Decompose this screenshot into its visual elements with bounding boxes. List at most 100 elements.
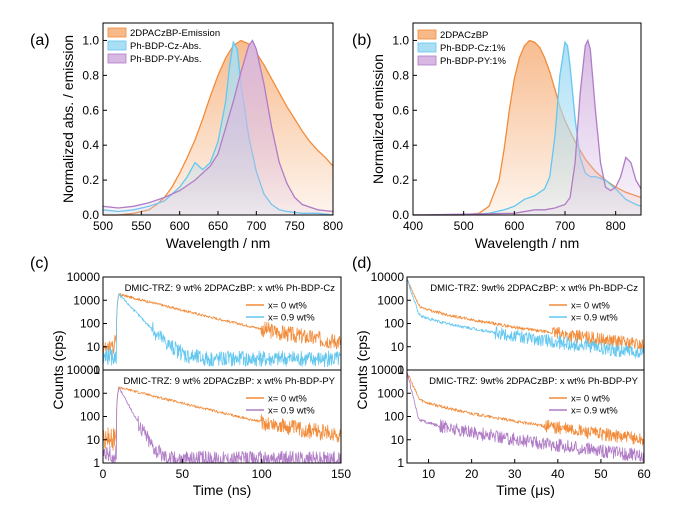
subplot-annotation: DMIC-TRZ: 9wt% 2DPACzBP: x wt% Ph-BDP-Cz [430,283,638,294]
panel-label: (a) [30,32,50,49]
series-area-Ph-BDP-PY:1% [413,40,641,215]
x-tick-label: 800 [323,219,343,233]
x-tick-label: 60 [637,467,651,481]
x-tick-label: 10 [422,467,436,481]
y-tick-label: 10000 [371,363,405,377]
y-tick-label: 0.0 [82,208,99,222]
y-tick-label: 1000 [73,293,100,307]
legend-label: x= 0.9 wt% [268,313,315,324]
decay-trace-x= 0.9 wt% [406,371,645,463]
panel-label: (d) [352,255,372,272]
x-tick-label: 700 [246,219,266,233]
y-tick-label: 0.6 [392,103,409,117]
y-axis-label: Counts (cps) [354,330,370,409]
x-tick-label: 40 [551,467,565,481]
y-tick-label: 0.4 [392,138,409,152]
legend-label: x= 0 wt% [268,301,307,312]
legend-label: x= 0 wt% [268,394,307,405]
panel-d: 1 10 100 1000 10000 DMIC-TRZ: 9wt% 2DPACzBP: … [352,255,651,498]
legend-swatch-Ph-BDP-Cz-Abs. [107,40,127,51]
x-axis-label: Wavelength / nm [475,235,580,251]
y-tick-label: 0.8 [82,68,99,82]
y-tick-label: 0.0 [392,208,409,222]
legend-label: x= 0.9 wt% [268,406,315,417]
legend-label: Ph-BDP-Cz:1% [440,43,506,54]
x-tick-label: 500 [454,219,474,233]
subplot-annotation: DMIC-TRZ: 9 wt% 2DPACzBP: x wt% Ph-BDP-P… [124,376,336,387]
x-tick-label: 150 [331,467,351,481]
x-tick-label: 400 [403,219,423,233]
plot-frame [412,22,642,216]
legend-label: x= 0.9 wt% [571,313,618,324]
y-tick-label: 10000 [67,363,101,377]
y-tick-label: 10 [87,433,101,447]
x-tick-label: 650 [208,219,228,233]
y-axis-label: Normalized emission [370,54,386,184]
x-axis-label: Time (ns) [193,482,252,498]
x-tick-label: 20 [465,467,479,481]
panel-a: 500 550 600 650 700 750 800 0.0 0.2 0.4 0.6 0.8 1.0 W… [30,22,343,251]
decay-trace-x= 0 wt% [102,386,342,451]
decay-trace-x= 0.9 wt% [102,293,342,368]
decay-trace-x= 0 wt% [406,372,645,446]
legend-label: Ph-BDP-PY:1% [440,56,507,67]
legend-swatch-Ph-BDP-PY-Abs. [107,53,127,64]
y-tick-label: 1.0 [82,33,99,47]
x-tick-label: 30 [508,467,522,481]
legend-label: x= 0.9 wt% [571,406,618,417]
legend-label: x= 0 wt% [571,301,610,312]
y-tick-label: 100 [80,410,100,424]
y-tick-label: 1000 [73,386,100,400]
y-tick-label: 0.8 [392,68,409,82]
x-tick-label: 600 [170,219,190,233]
x-tick-label: 50 [594,467,608,481]
x-tick-label: 0 [100,467,107,481]
legend-label: 2DPACzBP-Emission [130,28,220,39]
y-axis-label: Normalized abs. / emission [60,35,76,203]
x-tick-label: 750 [285,219,305,233]
y-tick-label: 1 [93,456,100,470]
decay-trace-x= 0.9 wt% [406,279,645,359]
legend-label: Ph-BDP-Cz-Abs. [130,41,201,52]
x-tick-label: 100 [252,467,272,481]
series-line-Ph-BDP-PY-Abs. [102,39,334,213]
decay-trace-x= 0 wt% [406,278,645,351]
x-tick-label: 700 [555,219,575,233]
y-tick-label: 10 [391,340,405,354]
x-tick-label: 50 [176,467,190,481]
legend-swatch-Ph-BDP-Cz:1% [417,42,437,53]
legend-swatch-2DPACzBP [417,29,437,40]
subplot-annotation: DMIC-TRZ: 9wt% 2DPACzBP: x wt% Ph-BDP-PY [429,376,639,387]
y-tick-label: 0.6 [82,103,99,117]
series-line-Ph-BDP-PY:1% [412,38,642,216]
y-tick-label: 0.4 [82,138,99,152]
y-tick-label: 1000 [377,293,404,307]
x-tick-label: 600 [504,219,524,233]
y-tick-label: 1 [93,363,100,377]
y-tick-label: 10000 [371,270,405,284]
panel-label: (b) [352,32,372,49]
panel-label: (c) [30,255,49,272]
x-axis-label: Time (μs) [496,482,555,498]
y-tick-label: 10 [391,433,405,447]
y-tick-label: 10 [87,340,101,354]
legend-label: 2DPACzBP [440,30,488,41]
x-tick-label: 800 [606,219,626,233]
y-tick-label: 100 [384,317,404,331]
legend-label: x= 0 wt% [571,394,610,405]
series-line-Ph-BDP-Cz:1% [413,40,642,216]
x-tick-label: 550 [131,219,151,233]
y-tick-label: 100 [80,317,100,331]
x-tick-label: 500 [93,219,113,233]
y-tick-label: 1.0 [392,33,409,47]
series-area-Ph-BDP-PY-Abs. [103,40,333,215]
legend-label: Ph-BDP-PY-Abs. [130,54,201,65]
y-tick-label: 1000 [377,386,404,400]
y-tick-label: 100 [384,410,404,424]
subplot-annotation: DMIC-TRZ: 9 wt% 2DPACzBP: x wt% Ph-BDP-C… [125,283,336,294]
y-tick-label: 10000 [67,270,101,284]
y-tick-label: 0.2 [82,173,99,187]
x-axis-label: Wavelength / nm [166,235,271,251]
